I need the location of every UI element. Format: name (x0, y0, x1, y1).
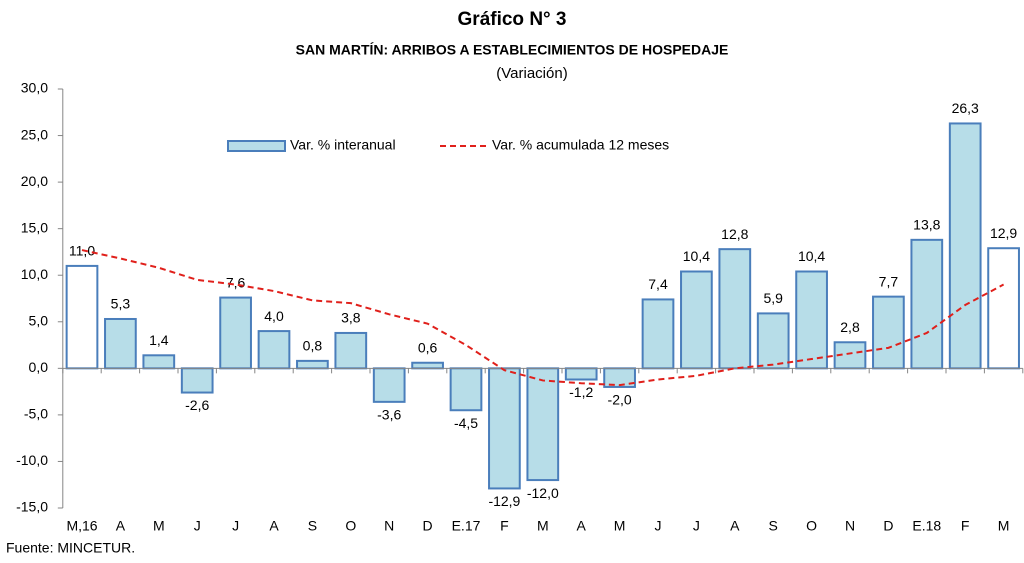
value-label: 4,0 (264, 308, 284, 324)
y-tick-label: 20,0 (21, 173, 48, 189)
x-tick-label: S (769, 518, 778, 534)
value-label: 0,8 (303, 338, 323, 354)
value-label: 1,4 (149, 332, 169, 348)
bar (180, 367, 214, 394)
value-label: 2,8 (840, 319, 860, 335)
value-label: 7,7 (879, 273, 899, 289)
x-tick-label: S (308, 518, 317, 534)
x-tick-label: A (116, 518, 126, 534)
x-tick-label: M (614, 518, 626, 534)
value-label: 13,8 (913, 217, 940, 233)
chart-subtitle: SAN MARTÍN: ARRIBOS A ESTABLECIMIENTOS D… (296, 42, 729, 58)
y-tick-label: -15,0 (16, 499, 48, 515)
x-tick-label: O (806, 518, 817, 534)
bar (872, 295, 905, 370)
bar (718, 248, 752, 370)
bar (334, 331, 368, 370)
value-label: 26,3 (952, 100, 979, 116)
x-tick-label: N (384, 518, 394, 534)
y-tick-label: 0,0 (29, 359, 49, 375)
x-tick-label: F (961, 518, 970, 534)
bar (641, 298, 675, 370)
y-tick-label: -5,0 (24, 406, 48, 422)
value-label: 10,4 (798, 248, 825, 264)
bar (488, 367, 521, 490)
value-label: 12,8 (721, 226, 748, 242)
x-tick-label: J (232, 518, 239, 534)
value-label: -4,5 (454, 415, 478, 431)
value-label: -2,6 (185, 397, 209, 413)
bar (411, 361, 444, 370)
x-tick-label: M (537, 518, 549, 534)
value-label: -2,0 (608, 392, 632, 408)
value-label: 10,4 (683, 248, 710, 264)
bar (795, 270, 828, 370)
value-label: 12,9 (990, 225, 1017, 241)
bar (142, 354, 176, 370)
legend-swatch (227, 140, 286, 152)
bar (65, 264, 99, 370)
value-label: 0,6 (418, 339, 438, 355)
x-tick-label: J (693, 518, 700, 534)
x-tick-label: A (577, 518, 587, 534)
x-tick-label: M (153, 518, 165, 534)
bar (680, 270, 713, 370)
x-tick-label: A (269, 518, 279, 534)
value-label: 5,3 (111, 296, 131, 312)
value-label: 3,8 (341, 310, 361, 326)
x-tick-label: E.17 (452, 518, 481, 534)
chart-title: Gráfico N° 3 (458, 9, 567, 30)
y-tick-label: -10,0 (16, 452, 48, 468)
value-label: -1,2 (569, 384, 593, 400)
x-tick-label: F (500, 518, 509, 534)
bar (219, 296, 252, 370)
x-tick-label: E.18 (912, 518, 941, 534)
bar (372, 367, 406, 403)
value-label: 7,6 (226, 274, 246, 290)
footnote: Fuente: MINCETUR. (6, 540, 135, 556)
x-tick-label: M,16 (66, 518, 97, 534)
x-tick-label: N (845, 518, 855, 534)
bar (104, 317, 137, 370)
y-tick-label: 30,0 (21, 80, 48, 96)
bar (910, 238, 944, 370)
y-tick-label: 5,0 (29, 312, 49, 328)
bar (257, 330, 291, 370)
x-tick-label: M (998, 518, 1010, 534)
y-tick-label: 25,0 (21, 126, 48, 142)
legend-label: Var. % interanual (290, 137, 396, 153)
bar (526, 367, 560, 482)
value-label: 7,4 (648, 276, 668, 292)
x-tick-label: D (883, 518, 893, 534)
x-tick-label: J (194, 518, 201, 534)
bar (987, 247, 1020, 370)
bar (296, 359, 329, 370)
value-label: -12,9 (488, 493, 520, 509)
y-tick-label: 10,0 (21, 266, 48, 282)
x-tick-label: A (730, 518, 740, 534)
bar (756, 312, 790, 370)
x-tick-label: D (423, 518, 433, 534)
value-label: -3,6 (377, 407, 401, 423)
bar (449, 367, 483, 412)
line-series (81, 249, 1005, 387)
y-tick-label: 15,0 (21, 219, 48, 235)
value-label: 5,9 (763, 290, 783, 306)
bar (564, 367, 598, 381)
x-tick-label: J (655, 518, 662, 534)
bar (948, 122, 982, 370)
legend-label: Var. % acumulada 12 meses (492, 137, 669, 153)
value-label: -12,0 (527, 485, 559, 501)
y-axis-label: (Variación) (496, 65, 567, 82)
x-tick-label: O (345, 518, 356, 534)
